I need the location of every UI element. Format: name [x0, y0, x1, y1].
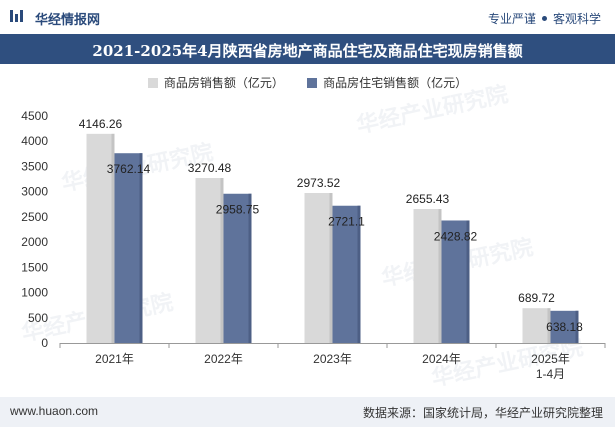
legend-swatch-residential — [307, 78, 318, 88]
bar-sales — [413, 209, 442, 343]
x-tick-label: 2024年 — [422, 352, 461, 366]
x-tick-label: 2022年 — [204, 352, 243, 366]
huajing-logo-icon — [10, 10, 23, 22]
legend-swatch-sales — [147, 78, 158, 88]
bar-residential — [223, 193, 252, 343]
bar-sales-shade — [111, 133, 115, 343]
footer-source: 数据来源：国家统计局，华经产业研究院整理 — [362, 406, 603, 420]
bar-residential — [332, 205, 361, 343]
chart-legend: 商品房销售额（亿元） 商品房住宅销售额（亿元） — [0, 74, 615, 91]
bar-sales — [195, 178, 224, 343]
bar-sales-shade — [438, 209, 442, 343]
legend-label-residential: 商品房住宅销售额（亿元） — [323, 76, 468, 90]
slogan-right: 客观科学 — [552, 12, 601, 26]
title-bar: 2021-2025年4月陕西省房地产商品住宅及商品住宅现房销售额 — [0, 34, 615, 64]
x-tick-label: 2021年 — [95, 352, 134, 366]
brand-name: 华经情报网 — [35, 12, 101, 27]
legend-item-residential: 商品房住宅销售额（亿元） — [307, 74, 467, 91]
bar-residential-shade — [575, 310, 579, 343]
bar-sales — [522, 308, 551, 343]
footer-bar: www.huaon.com 数据来源：国家统计局，华经产业研究院整理 — [0, 397, 615, 427]
footer-site: www.huaon.com — [10, 404, 99, 418]
bar-residential — [441, 220, 470, 343]
bar-sales — [304, 193, 333, 343]
bar-residential-shade — [357, 205, 361, 343]
bar-residential — [550, 310, 579, 343]
x-tick-label: 2025年 — [531, 352, 570, 366]
data-label-residential: 3762.14 — [107, 162, 151, 176]
y-tick-label: 1500 — [21, 260, 48, 274]
bar-sales-shade — [547, 308, 551, 343]
y-tick-label: 1000 — [21, 286, 48, 300]
data-label-sales: 2655.43 — [406, 192, 450, 206]
y-tick-label: 2000 — [21, 235, 48, 249]
bar-sales-shade — [329, 193, 333, 343]
bar-residential-shade — [466, 220, 470, 343]
bar-chart: 0 500 1000 1500 2000 2500 3000 3500 4000 4500 4146… — [21, 109, 606, 381]
dot-icon — [541, 16, 547, 22]
data-label-sales: 3270.48 — [188, 161, 232, 175]
data-label-sales: 689.72 — [518, 291, 555, 305]
bar-residential-shade — [139, 153, 143, 343]
y-tick-label: 4000 — [21, 134, 48, 148]
bar-residential — [114, 153, 143, 343]
x-tick-label: 2023年 — [313, 352, 352, 366]
data-label-sales: 4146.26 — [79, 117, 123, 131]
slogan-left: 专业严谨 — [487, 12, 536, 26]
bar-sales — [86, 133, 115, 343]
y-tick-label: 500 — [28, 311, 48, 325]
data-label-residential: 2428.82 — [434, 229, 478, 243]
bar-residential-shade — [248, 193, 252, 343]
data-label-residential: 2958.75 — [216, 203, 260, 217]
y-tick-label: 4500 — [21, 109, 48, 123]
y-tick-label: 0 — [41, 336, 48, 350]
bar-sales-shade — [220, 178, 224, 343]
data-label-residential: 638.18 — [546, 320, 583, 334]
legend-item-sales: 商品房销售额（亿元） — [147, 74, 284, 91]
data-label-residential: 2721.1 — [328, 215, 365, 229]
chart-title: 2021-2025年4月陕西省房地产商品住宅及商品住宅现房销售额 — [92, 42, 523, 60]
y-tick-label: 3500 — [21, 159, 48, 173]
slogan: 专业严谨 客观科学 — [488, 10, 601, 27]
x-tick-label: 1-4月 — [536, 367, 565, 381]
data-label-sales: 2973.52 — [297, 176, 341, 190]
legend-label-sales: 商品房销售额（亿元） — [163, 76, 284, 90]
top-bar: 华经情报网 专业严谨 客观科学 — [0, 0, 615, 34]
y-tick-label: 2500 — [21, 210, 48, 224]
y-tick-label: 3000 — [21, 185, 48, 199]
